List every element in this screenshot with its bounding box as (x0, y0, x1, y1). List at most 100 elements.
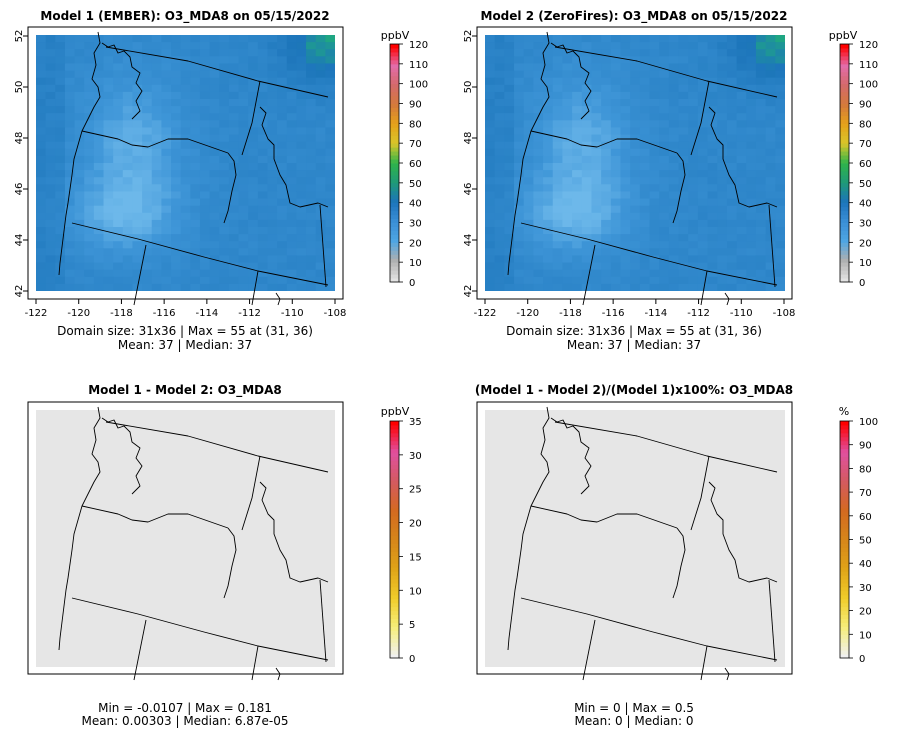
heatmap-cell (286, 283, 298, 291)
heatmap-cell (688, 241, 699, 249)
heatmap-cell (485, 113, 496, 121)
heatmap-cell (533, 70, 544, 79)
heatmap-cell (45, 49, 56, 57)
heatmap-cell (765, 113, 776, 121)
heatmap-cell (514, 77, 525, 86)
legend-swatch (390, 421, 399, 426)
heatmap-cell (678, 63, 689, 72)
heatmap-cell (620, 205, 631, 214)
heatmap-cell (630, 77, 641, 86)
heatmap-cell (132, 234, 143, 242)
heatmap-cell (228, 255, 240, 264)
heatmap-cell (248, 42, 259, 50)
heatmap-cell (707, 234, 718, 242)
heatmap-cell (552, 184, 564, 193)
heatmap-cell (620, 227, 631, 235)
heatmap-cell (717, 42, 728, 50)
heatmap-cell (84, 248, 95, 257)
legend-swatch (390, 484, 399, 489)
heatmap-cell (248, 248, 259, 257)
heatmap-cell (248, 84, 259, 93)
heatmap-cell (697, 184, 709, 193)
heatmap-cell (649, 49, 660, 57)
heatmap-cell (209, 255, 220, 264)
heatmap-cell (494, 148, 505, 157)
heatmap-cell (697, 191, 709, 200)
boundary-line (223, 527, 237, 599)
heatmap-cell (610, 35, 622, 43)
heatmap-cell (775, 262, 785, 271)
legend-swatch (390, 131, 399, 136)
heatmap-cell (678, 276, 689, 285)
heatmap-cell (267, 84, 278, 93)
heatmap-cell (707, 191, 718, 200)
heatmap-cell (736, 283, 747, 291)
heatmap-cell (485, 148, 496, 157)
heatmap-cell (142, 255, 153, 264)
legend-swatch (390, 579, 399, 584)
heatmap-cell (504, 141, 515, 150)
heatmap-cell (132, 84, 143, 93)
heatmap-cell (132, 63, 143, 72)
heatmap-cell (238, 170, 249, 178)
heatmap-cell (74, 248, 85, 257)
heatmap-cell (190, 63, 201, 72)
heatmap-cell (132, 49, 143, 57)
heatmap-cell (755, 227, 767, 235)
heatmap-cell (238, 241, 249, 249)
heatmap-cell (219, 127, 230, 136)
heatmap-cell (103, 56, 114, 65)
heatmap-cell (257, 99, 269, 107)
heatmap-cell (74, 91, 85, 100)
heatmap-cell (306, 212, 317, 221)
heatmap-cell (132, 219, 143, 228)
heatmap-cell (122, 134, 134, 143)
boundary-line (582, 244, 596, 306)
legend-swatch (840, 222, 849, 227)
heatmap-cell (64, 241, 76, 249)
heatmap-cell (171, 227, 182, 235)
heatmap-cell (688, 77, 699, 86)
heatmap-cell (601, 234, 612, 242)
heatmap-cell (122, 184, 134, 193)
heatmap-cell (668, 42, 680, 50)
heatmap-cell (736, 91, 747, 100)
legend-swatch (840, 535, 849, 540)
legend-tick-label: 100 (859, 417, 878, 428)
heatmap-cell (161, 184, 172, 193)
heatmap-cell (717, 84, 728, 93)
heatmap-cell (533, 227, 544, 235)
legend-swatch (840, 618, 849, 623)
heatmap-cell (523, 99, 534, 107)
legend-swatch (390, 270, 399, 275)
legend-swatch (840, 202, 849, 208)
heatmap-cell (514, 170, 525, 178)
heatmap-cell (755, 155, 767, 164)
heatmap-cell (45, 148, 56, 157)
heatmap-cell (601, 276, 612, 285)
heatmap-cell (84, 198, 95, 207)
heatmap-cell (74, 219, 85, 228)
heatmap-cell (277, 127, 288, 136)
heatmap-cell (610, 56, 622, 65)
heatmap-cell (238, 163, 249, 171)
heatmap-cell (775, 127, 785, 136)
heatmap-cell (180, 84, 191, 93)
heatmap-cell (533, 163, 544, 171)
heatmap-cell (533, 255, 544, 264)
heatmap-cell (659, 49, 670, 57)
heatmap-cell (267, 120, 278, 129)
heatmap-cell (190, 155, 201, 164)
heatmap-cell (238, 42, 249, 50)
heatmap-cell (581, 184, 593, 193)
legend-swatch (390, 186, 399, 192)
heatmap-cell (678, 205, 689, 214)
heatmap-cell (717, 198, 728, 207)
legend-swatch (840, 484, 849, 489)
heatmap-cell (93, 255, 105, 264)
heatmap-cell (267, 248, 278, 257)
heatmap-cell (717, 191, 728, 200)
legend-swatch (390, 492, 399, 497)
heatmap-cell (142, 219, 153, 228)
